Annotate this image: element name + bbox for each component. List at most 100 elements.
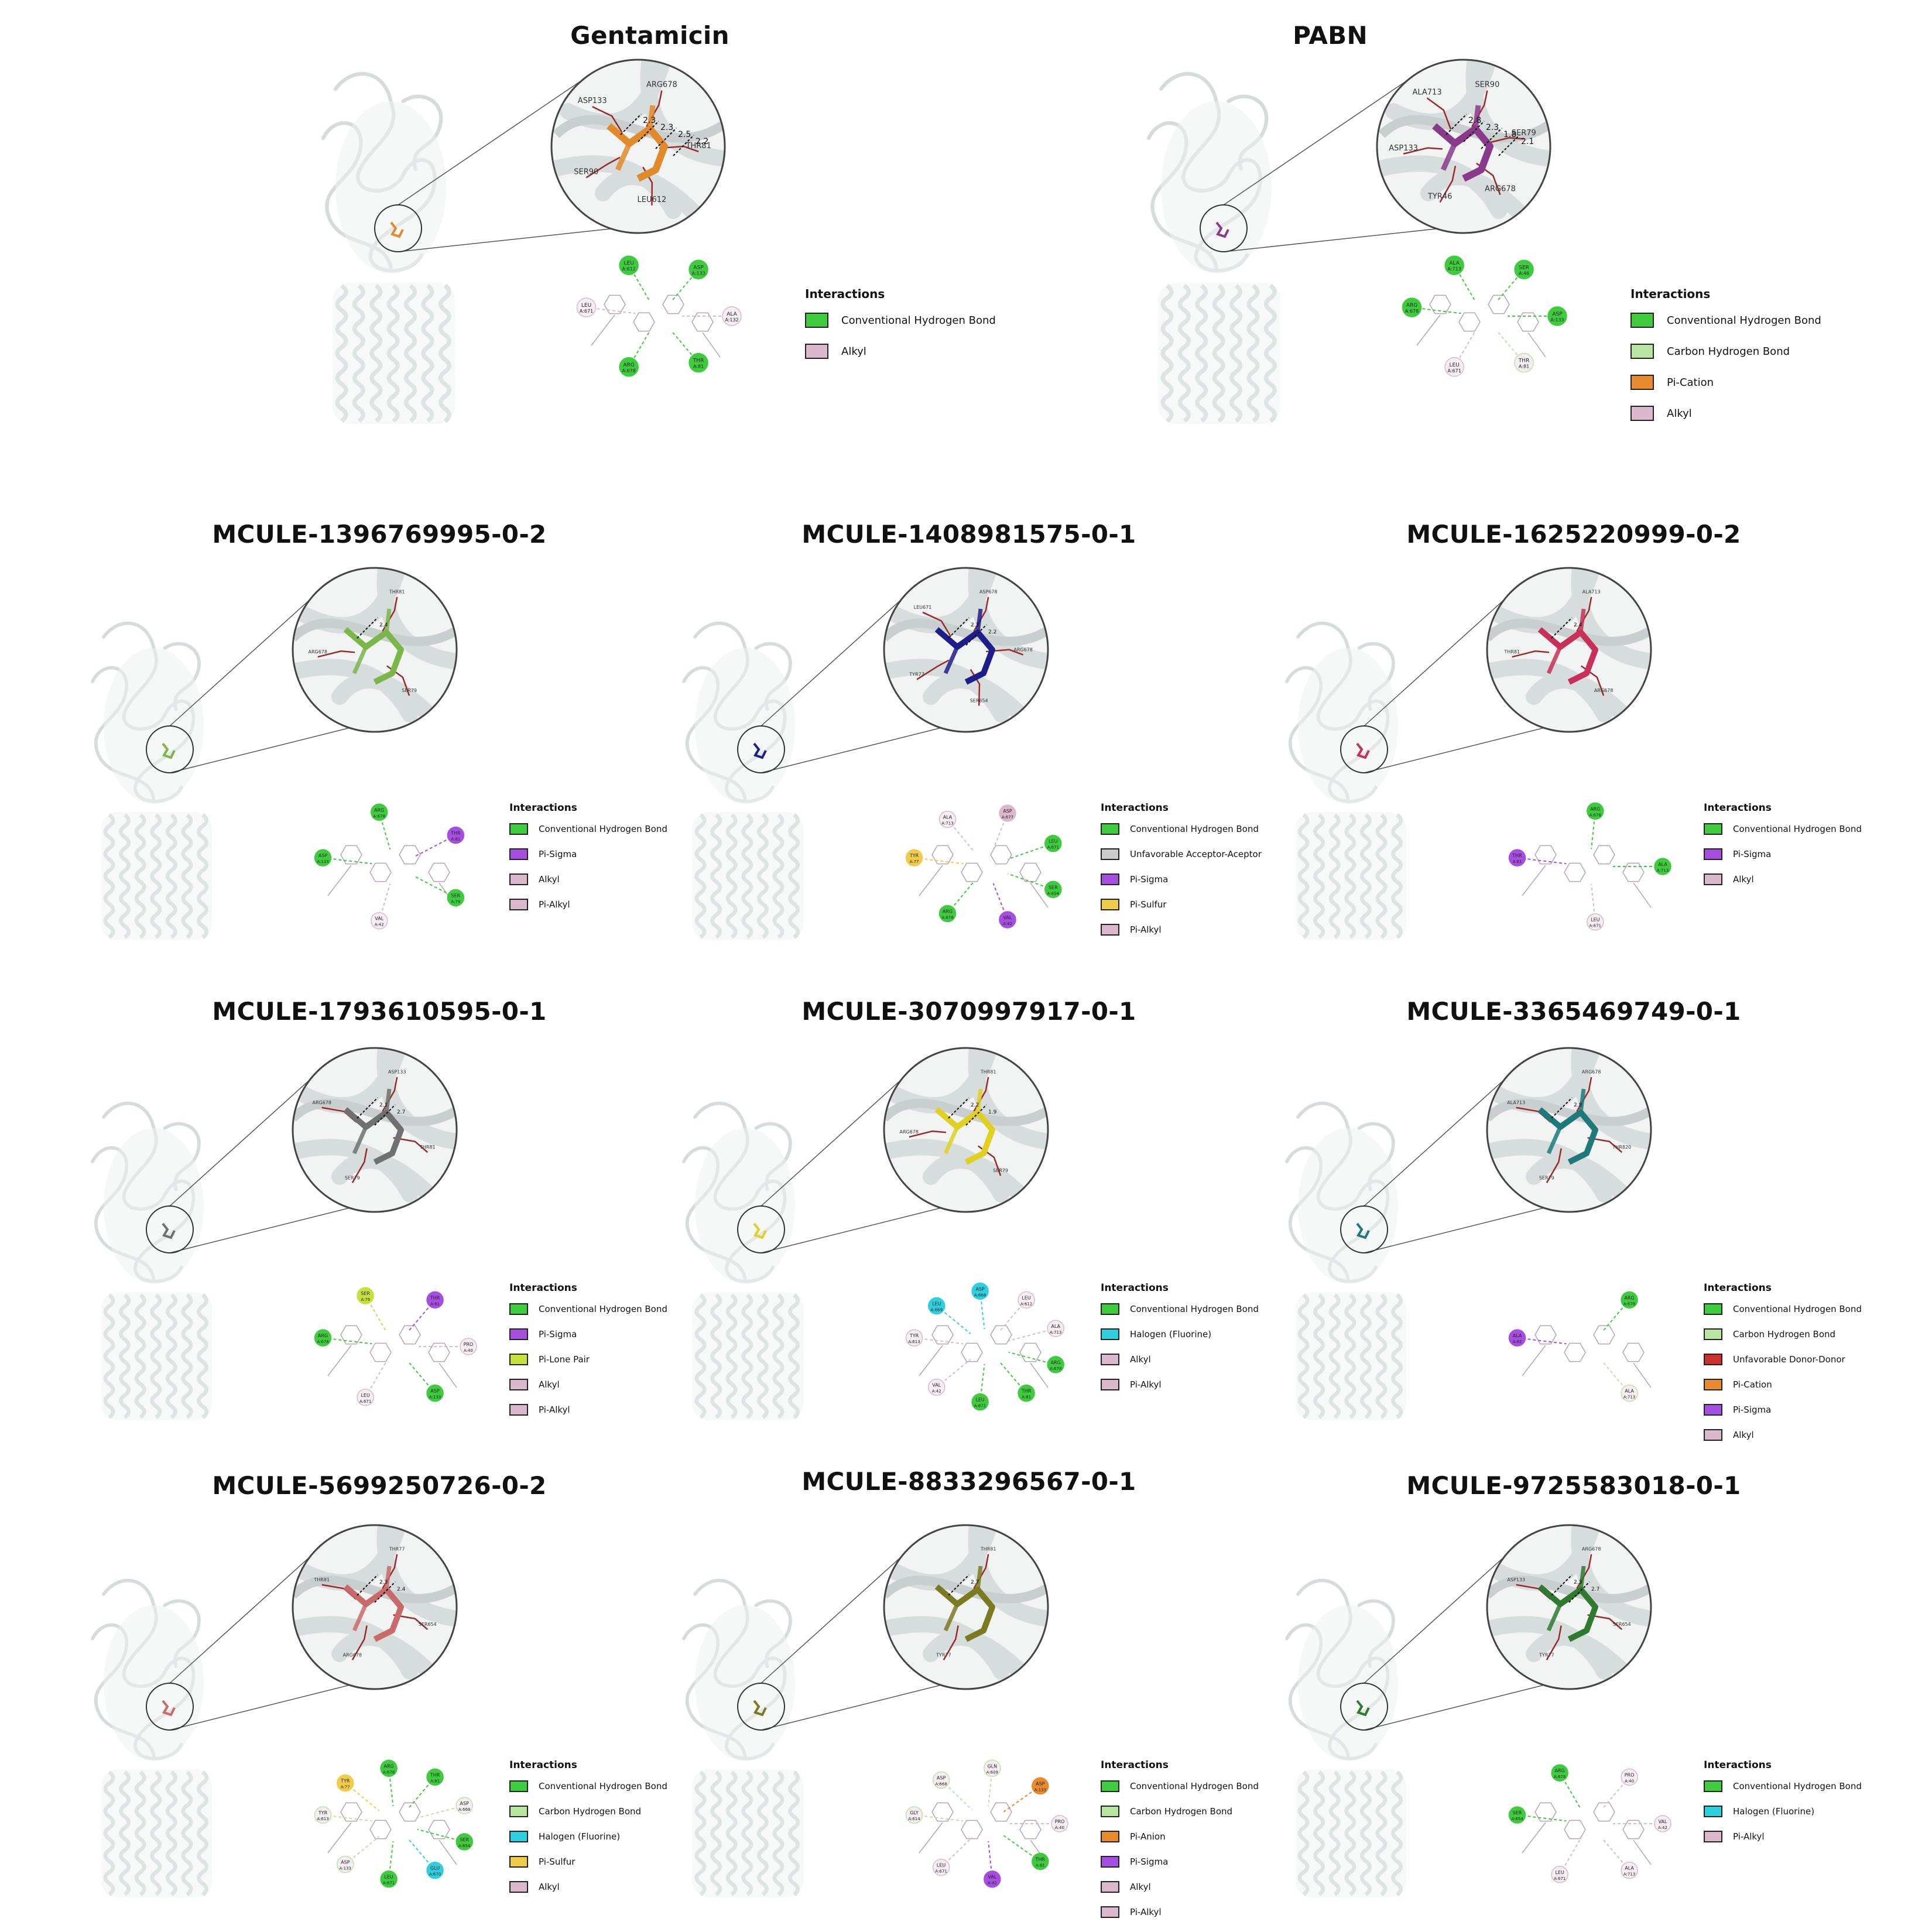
residue-node-number: A:133 — [691, 270, 705, 276]
residue-node-name: LEU — [361, 1393, 370, 1398]
panel-title: MCULE-1625220999-0-2 — [1406, 520, 1741, 549]
residue-label: TYR46 — [1427, 192, 1452, 201]
residue-node-number: A:42 — [1003, 922, 1012, 926]
residue-node-name: SER — [1049, 885, 1058, 890]
residue-node-number: A:671 — [383, 1881, 395, 1886]
residue-label: THR81 — [1503, 649, 1520, 655]
residue-node — [576, 297, 597, 317]
legend-label: Alkyl — [1733, 874, 1754, 885]
zoom-line — [1364, 1539, 1525, 1684]
legend-label: Halogen (Fluorine) — [1130, 1329, 1212, 1340]
legend-label: Carbon Hydrogen Bond — [539, 1806, 642, 1817]
legend-item: Pi-Sigma — [509, 847, 667, 861]
residue-label: SER79 — [1512, 129, 1536, 138]
residue-node — [1587, 802, 1604, 820]
panel-title: MCULE-5699250726-0-2 — [212, 1471, 547, 1500]
legend-title: Interactions — [1704, 1282, 1772, 1294]
residue-label: ARG678 — [1485, 185, 1516, 194]
residue-node-name: ASP — [318, 853, 328, 858]
binding-site-zoom: ASP678 ARG678 SER654 TYR77 LEU671 2.3 2.2 — [883, 567, 1049, 733]
residue-node — [1514, 259, 1534, 280]
residue-node — [984, 1759, 1001, 1777]
binding-site-zoom: THR81 SER79 ARG678 2.2 1.9 — [883, 1047, 1049, 1213]
distance-label: 2.5 — [678, 130, 691, 139]
residue-node-number: A:671 — [580, 309, 593, 314]
legend-title: Interactions — [1101, 1282, 1169, 1294]
residue-node — [932, 1858, 950, 1876]
legend-label: Pi-Sigma — [1130, 874, 1169, 885]
interactions-legend: Interactions Conventional Hydrogen Bond Un… — [1101, 802, 1262, 948]
residue-node-name: LEU — [581, 303, 591, 309]
residue-node — [455, 1833, 473, 1851]
hbond-dash — [1551, 617, 1573, 639]
legend-swatch — [805, 313, 828, 328]
residue-node-name: GLN — [987, 1763, 997, 1769]
hbond-dash — [357, 617, 378, 639]
residue-label: THR81 — [980, 1547, 996, 1552]
legend-swatch — [1704, 1831, 1722, 1842]
residue-label: ARG678 — [1582, 1547, 1601, 1552]
residue-node-number: A:613 — [317, 1817, 328, 1821]
residue-node — [1044, 881, 1062, 899]
residue-node-number: A:668 — [458, 1807, 470, 1812]
residue-node-name: TYR — [318, 1810, 328, 1815]
residue-label: ARG678 — [899, 1129, 919, 1135]
residue-label: THR81 — [313, 1577, 330, 1582]
hbond-dash — [357, 1574, 378, 1596]
residue-node-number: A:81 — [430, 1301, 440, 1306]
residue-label: THR77 — [389, 1547, 405, 1552]
ligand-mini — [753, 1700, 767, 1717]
residue-node-name: SER — [1513, 1810, 1522, 1815]
distance-label: 2.4 — [397, 1587, 406, 1592]
legend-title: Interactions — [1101, 1759, 1169, 1771]
residue-node-number: A:713 — [941, 821, 953, 826]
zoom-line — [761, 1207, 942, 1253]
legend-item: Conventional Hydrogen Bond — [1101, 822, 1262, 836]
residue-node — [380, 1759, 398, 1777]
zoom-line — [1364, 1207, 1545, 1253]
legend-label: Unfavorable Acceptor-Aceptor — [1130, 849, 1262, 859]
hbond-dash — [948, 1097, 970, 1119]
residue-node-number: A:654 — [458, 1844, 471, 1848]
residue-node-number: A:677 — [1002, 815, 1013, 820]
residue-label: SER654 — [1613, 1622, 1631, 1627]
distance-label: 2.1 — [1521, 137, 1534, 146]
residue-label: ARG678 — [1582, 1070, 1601, 1075]
residue-node — [1508, 849, 1526, 866]
legend-title: Interactions — [1101, 802, 1169, 814]
legend-item: Conventional Hydrogen Bond — [509, 822, 667, 836]
ligand-sticks — [1537, 1584, 1598, 1642]
legend-title: Interactions — [509, 1282, 577, 1294]
legend-label: Alkyl — [841, 345, 866, 358]
residue-label: ALA713 — [1412, 88, 1441, 97]
legend-item: Conventional Hydrogen Bond — [1704, 1302, 1862, 1316]
protein-structure — [1285, 621, 1407, 940]
legend-title: Interactions — [805, 287, 885, 301]
residue-node — [1621, 1291, 1638, 1309]
residue-node-number: A:678 — [1623, 1301, 1635, 1306]
residue-node-number: A:77 — [341, 1785, 350, 1790]
residue-node — [426, 1861, 444, 1879]
legend-label: Carbon Hydrogen Bond — [1667, 345, 1790, 358]
interactions-legend: Interactions Conventional Hydrogen Bond Ca… — [1704, 1282, 1862, 1453]
legend-label: Pi-Alkyl — [1130, 1379, 1162, 1390]
residue-node — [971, 1393, 989, 1411]
residue-label: TYR77 — [936, 1652, 951, 1657]
residue-node-name: ALA — [1513, 1333, 1522, 1338]
legend-item: Conventional Hydrogen Bond — [1704, 822, 1862, 836]
residue-node-name: VAL — [932, 1382, 941, 1388]
residue-node-number: A:668 — [974, 1293, 986, 1297]
residue-node-name: ASP — [341, 1859, 350, 1865]
residue-node-number: A:713 — [1623, 1395, 1635, 1400]
zoom-line — [1364, 581, 1525, 727]
residue-label: THR81 — [419, 1145, 436, 1150]
residue-node-number: A:81 — [430, 1779, 440, 1783]
legend-label: Pi-Lone Pair — [539, 1354, 590, 1365]
residue-node-name: ALA — [1625, 1866, 1634, 1871]
legend-item: Pi-Sigma — [1704, 1403, 1862, 1417]
residue-node-number: A:81 — [1519, 364, 1529, 369]
residue-node-name: ARG — [1624, 1295, 1634, 1300]
